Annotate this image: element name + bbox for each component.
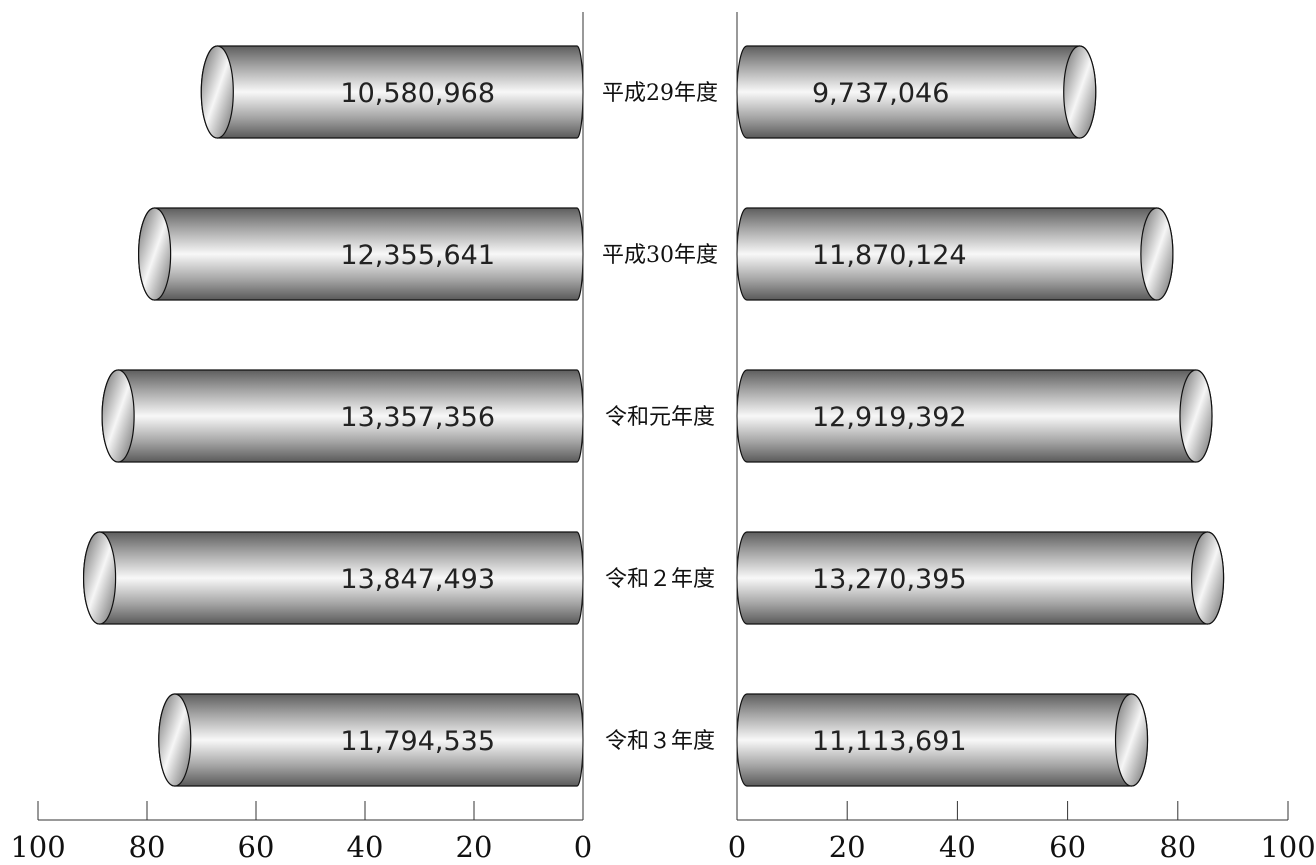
right-cylinder-bar: 11,870,124 [736,207,1174,301]
left-bar-value-label: 11,794,535 [340,726,495,757]
left-cylinder-cap [200,45,234,139]
right-cylinder-cap [1140,207,1174,301]
right-bar-value-label: 11,113,691 [812,726,967,757]
right-cylinder-bar: 12,919,392 [736,369,1213,463]
right-cylinder-bar: 11,113,691 [736,693,1149,787]
right-cylinder-bar: 9,737,046 [736,45,1097,139]
right-axis-tick-label: 100 [1260,830,1315,864]
category-label: 平成29年度 [602,81,718,106]
left-cylinder-cap [101,369,135,463]
left-cylinder-bar: 13,847,493 [82,531,584,625]
left-axis-tick-label: 0 [574,830,592,864]
right-bar-value-label: 12,919,392 [812,402,967,433]
left-bars: 10,580,968 12,355,641 13,357,356 13,847,493… [82,45,584,787]
left-axis-tick-label: 100 [10,830,65,864]
left-axis-tick-label: 20 [456,830,493,864]
right-cylinder-cap [1114,693,1149,787]
right-cylinder-cap [1063,45,1097,139]
left-bar-value-label: 10,580,968 [340,78,495,109]
right-axis-tick-label: 60 [1049,830,1086,864]
right-bar-value-label: 13,270,395 [812,564,967,595]
left-cylinder-cap [158,693,192,787]
category-label: 令和元年度 [605,405,715,430]
left-cylinder-bar: 13,357,356 [101,369,584,463]
right-cylinder-cap [1179,369,1213,463]
right-cylinder-bar: 13,270,395 [736,531,1225,625]
left-axis-tick-label: 80 [129,830,166,864]
right-bars: 9,737,046 11,870,124 12,919,392 13,270,395 1… [736,45,1225,787]
left-cylinder-cap [138,207,172,301]
left-cylinder-bar: 12,355,641 [138,207,584,301]
axes: 100 80 60 40 20 0 0 20 40 60 80 100 [10,12,1316,864]
right-axis-tick-label: 80 [1159,830,1196,864]
right-axis-tick-label: 0 [728,830,746,864]
category-label: 令和２年度 [605,567,715,592]
right-bar-value-label: 9,737,046 [812,78,949,109]
left-cylinder-body [82,531,584,625]
left-bar-value-label: 12,355,641 [340,240,495,271]
left-cylinder-bar: 11,794,535 [158,693,584,787]
right-cylinder-cap [1190,531,1225,625]
category-label: 平成30年度 [602,243,718,268]
right-axis-tick-label: 20 [829,830,866,864]
left-bar-value-label: 13,847,493 [340,564,495,595]
left-cylinder-cap [82,531,117,625]
right-cylinder-body [736,531,1225,625]
right-bar-value-label: 11,870,124 [812,240,967,271]
left-axis-tick-label: 60 [238,830,275,864]
left-bar-value-label: 13,357,356 [340,402,495,433]
left-cylinder-bar: 10,580,968 [200,45,584,139]
category-label: 令和３年度 [605,729,715,754]
right-axis-tick-label: 40 [939,830,976,864]
right-cylinder-body [736,369,1213,463]
left-axis-tick-label: 40 [347,830,384,864]
